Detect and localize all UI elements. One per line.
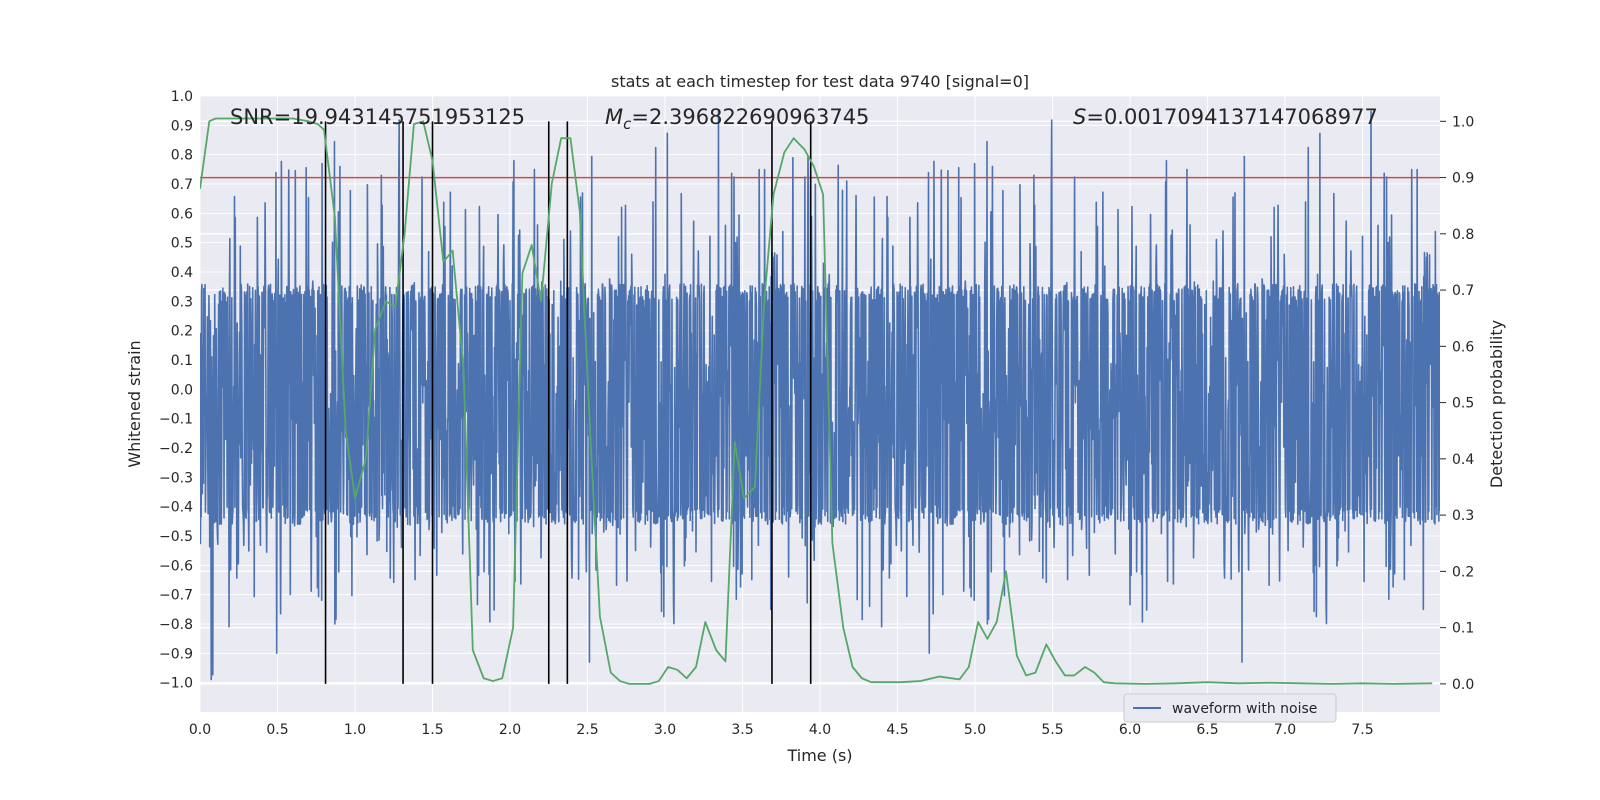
y-left-tick-label: 0.1 bbox=[171, 353, 193, 369]
y-right-tick-label: 0.7 bbox=[1452, 283, 1474, 299]
y-right-tick-label: 0.1 bbox=[1452, 621, 1474, 637]
x-tick-label: 4.0 bbox=[809, 722, 831, 738]
y-left-tick-label: −0.7 bbox=[159, 588, 193, 604]
x-tick-label: 4.5 bbox=[886, 722, 908, 738]
snr-annotation: SNR=19.943145751953125 bbox=[230, 105, 525, 129]
y-right-tick-label: 0.3 bbox=[1452, 508, 1474, 524]
x-tick-label: 5.5 bbox=[1041, 722, 1063, 738]
y-right-axis-label: Detection probability bbox=[1487, 320, 1506, 488]
x-tick-label: 1.0 bbox=[344, 722, 366, 738]
y-right-axis-ticks: 1.0 0.9 0.8 0.7 0.6 0.5 0.4 0.3 0.2 0.1 0.0 bbox=[1440, 114, 1474, 693]
y-right-tick-label: 0.5 bbox=[1452, 396, 1474, 412]
x-tick-label: 7.5 bbox=[1351, 722, 1373, 738]
y-left-tick-label: −0.1 bbox=[159, 412, 193, 428]
x-tick-label: 0.5 bbox=[266, 722, 288, 738]
x-tick-label: 7.0 bbox=[1274, 722, 1296, 738]
x-tick-label: 1.5 bbox=[421, 722, 443, 738]
x-axis-label: Time (s) bbox=[786, 746, 852, 765]
chart-title: stats at each timestep for test data 974… bbox=[611, 72, 1029, 91]
legend-label-waveform: waveform with noise bbox=[1172, 701, 1317, 717]
probability-series bbox=[200, 117, 1433, 685]
y-left-tick-label: 1.0 bbox=[171, 89, 193, 105]
y-left-tick-label: 0.3 bbox=[171, 294, 193, 310]
y-left-tick-label: 0.2 bbox=[171, 324, 193, 340]
y-left-tick-label: 0.4 bbox=[171, 265, 193, 281]
y-left-tick-label: 0.7 bbox=[171, 177, 193, 193]
x-tick-label: 3.0 bbox=[654, 722, 676, 738]
y-left-axis-ticks: 1.0 0.9 0.8 0.7 0.6 0.5 0.4 0.3 0.2 0.1 0.0 −0.1 −0.… bbox=[159, 89, 193, 692]
y-left-tick-label: 0.5 bbox=[171, 236, 193, 252]
chirp-mass-annotation: Mc=2.396822690963745 bbox=[605, 105, 869, 133]
y-left-axis-label: Whitened strain bbox=[125, 340, 144, 467]
y-left-tick-label: −0.5 bbox=[159, 529, 193, 545]
waveform-series bbox=[200, 110, 1440, 681]
x-tick-label: 0.0 bbox=[189, 722, 211, 738]
s-symbol: S bbox=[1073, 105, 1086, 129]
y-left-tick-label: −0.2 bbox=[159, 441, 193, 457]
y-left-tick-label: −0.4 bbox=[159, 500, 193, 516]
x-tick-label: 6.5 bbox=[1196, 722, 1218, 738]
y-left-tick-label: −0.6 bbox=[159, 558, 193, 574]
y-left-tick-label: −0.8 bbox=[159, 617, 193, 633]
y-left-tick-label: −1.0 bbox=[159, 676, 193, 692]
y-left-tick-label: 0.6 bbox=[171, 206, 193, 222]
y-right-tick-label: 0.8 bbox=[1452, 227, 1474, 243]
x-tick-label: 5.0 bbox=[964, 722, 986, 738]
y-right-tick-label: 0.6 bbox=[1452, 339, 1474, 355]
legend: waveform with noise bbox=[1123, 693, 1337, 723]
y-right-tick-label: 0.0 bbox=[1452, 677, 1474, 693]
s-annotation: S=0.0017094137147068977 bbox=[1073, 105, 1378, 129]
chirp-mass-subscript: c bbox=[623, 115, 632, 133]
x-tick-label: 3.5 bbox=[731, 722, 753, 738]
chirp-mass-symbol: M bbox=[605, 105, 623, 129]
chirp-mass-value: =2.396822690963745 bbox=[631, 105, 869, 129]
x-tick-label: 2.0 bbox=[499, 722, 521, 738]
y-left-tick-label: 0.8 bbox=[171, 148, 193, 164]
probability-line bbox=[200, 117, 1433, 685]
y-left-tick-label: −0.9 bbox=[159, 646, 193, 662]
x-tick-label: 2.5 bbox=[576, 722, 598, 738]
x-axis-ticks: 0.0 0.5 1.0 1.5 2.0 2.5 3.0 3.5 4.0 4.5 5.0 5.5 6.0 6… bbox=[189, 722, 1374, 738]
s-value: =0.0017094137147068977 bbox=[1086, 105, 1378, 129]
y-right-tick-label: 0.4 bbox=[1452, 452, 1474, 468]
y-right-tick-label: 0.9 bbox=[1452, 171, 1474, 187]
y-right-tick-label: 0.2 bbox=[1452, 564, 1474, 580]
legend-box bbox=[1123, 693, 1337, 723]
y-left-tick-label: 0.0 bbox=[171, 382, 193, 398]
y-left-tick-label: 0.9 bbox=[171, 118, 193, 134]
waveform-line bbox=[200, 110, 1440, 681]
y-right-tick-label: 1.0 bbox=[1452, 114, 1474, 130]
y-left-tick-label: −0.3 bbox=[159, 470, 193, 486]
x-tick-label: 6.0 bbox=[1119, 722, 1141, 738]
